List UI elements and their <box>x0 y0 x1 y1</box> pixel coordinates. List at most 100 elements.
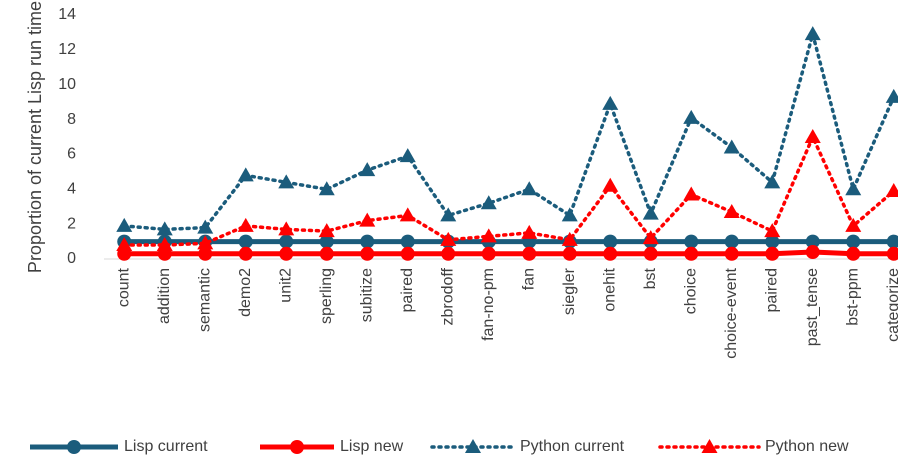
point <box>198 246 213 261</box>
point <box>156 221 173 236</box>
point <box>480 228 497 243</box>
x-tick-label: categorize <box>885 268 898 342</box>
point <box>279 234 294 249</box>
point <box>602 177 619 192</box>
y-axis-label: Proportion of current Lisp run time <box>25 1 45 273</box>
point <box>359 162 376 177</box>
point <box>642 230 659 245</box>
point <box>238 246 253 261</box>
point <box>278 221 295 236</box>
point <box>562 246 577 261</box>
legend-label: Python current <box>520 438 625 455</box>
x-tick-label: bst <box>642 267 659 289</box>
legend-label: Lisp new <box>340 438 404 455</box>
y-tick-label: 4 <box>67 181 76 198</box>
series-line <box>122 132 896 247</box>
point <box>465 439 481 453</box>
point <box>278 174 295 189</box>
x-tick-label: addition <box>156 268 173 324</box>
x-tick-label: demo2 <box>237 268 254 317</box>
y-tick-label: 12 <box>58 41 76 58</box>
series-line <box>122 27 896 232</box>
point <box>603 234 618 249</box>
point <box>279 246 294 261</box>
point <box>318 181 335 196</box>
point <box>845 181 862 196</box>
point <box>399 207 416 222</box>
point <box>723 203 740 218</box>
y-tick-label: 10 <box>58 76 76 93</box>
point <box>804 26 821 41</box>
point <box>886 234 898 249</box>
point <box>683 186 700 201</box>
point <box>318 223 335 238</box>
point <box>399 148 416 163</box>
point <box>764 174 781 189</box>
x-tick-label: past_tense <box>804 268 821 346</box>
point <box>522 246 537 261</box>
point <box>602 95 619 110</box>
point <box>701 439 718 453</box>
point <box>804 129 821 143</box>
point <box>885 183 898 198</box>
point <box>197 235 214 250</box>
point <box>400 234 415 249</box>
x-tick-label: choice-event <box>723 267 740 358</box>
point <box>846 246 861 261</box>
legend-label: Python new <box>765 438 849 455</box>
x-tick-label: choice <box>682 268 699 314</box>
point <box>116 217 133 232</box>
plot-area: count addition semantic demo2 unit2 sperling s… <box>104 26 898 359</box>
y-tick-label: 8 <box>67 111 76 128</box>
point <box>521 181 538 196</box>
y-tick-label: 14 <box>58 6 76 23</box>
x-tick-label: sperling <box>318 268 335 324</box>
point <box>521 224 538 239</box>
y-tick-label: 6 <box>67 146 76 163</box>
point <box>237 167 254 182</box>
x-tick-label: semantic <box>196 268 213 332</box>
legend-label: Lisp current <box>124 438 208 455</box>
point <box>846 234 861 249</box>
point <box>481 246 496 261</box>
point <box>765 234 780 249</box>
point <box>238 234 253 249</box>
x-tick-label: paired <box>399 268 416 312</box>
point <box>723 139 740 154</box>
x-tick-label: bst-ppm <box>844 268 861 326</box>
point <box>684 234 699 249</box>
point <box>360 246 375 261</box>
point <box>400 246 415 261</box>
point <box>643 246 658 261</box>
point <box>440 207 457 222</box>
point <box>116 237 133 252</box>
point <box>440 231 457 246</box>
point <box>237 217 254 232</box>
point <box>480 195 497 210</box>
y-tick-label: 0 <box>67 250 76 267</box>
x-tick-label: onehit <box>601 267 618 311</box>
x-tick-label: siegler <box>561 267 578 315</box>
point <box>319 246 334 261</box>
x-tick-label: fan-no-pm <box>480 268 497 341</box>
point <box>197 219 214 234</box>
x-tick-label: unit2 <box>277 268 294 303</box>
x-tick-label: count <box>115 267 132 307</box>
point <box>885 88 898 103</box>
point <box>805 234 820 249</box>
point <box>156 237 173 252</box>
point <box>319 234 334 249</box>
point <box>561 231 578 246</box>
point <box>360 234 375 249</box>
x-tick-label: zbrodoff <box>439 267 456 325</box>
point <box>805 245 820 260</box>
y-tick-label: 2 <box>67 215 76 232</box>
point <box>561 207 578 222</box>
point <box>683 109 700 124</box>
point <box>886 246 898 261</box>
point <box>441 246 456 261</box>
point <box>764 223 781 238</box>
x-tick-label: subitize <box>358 268 375 322</box>
x-tick-label: paired <box>763 268 780 312</box>
